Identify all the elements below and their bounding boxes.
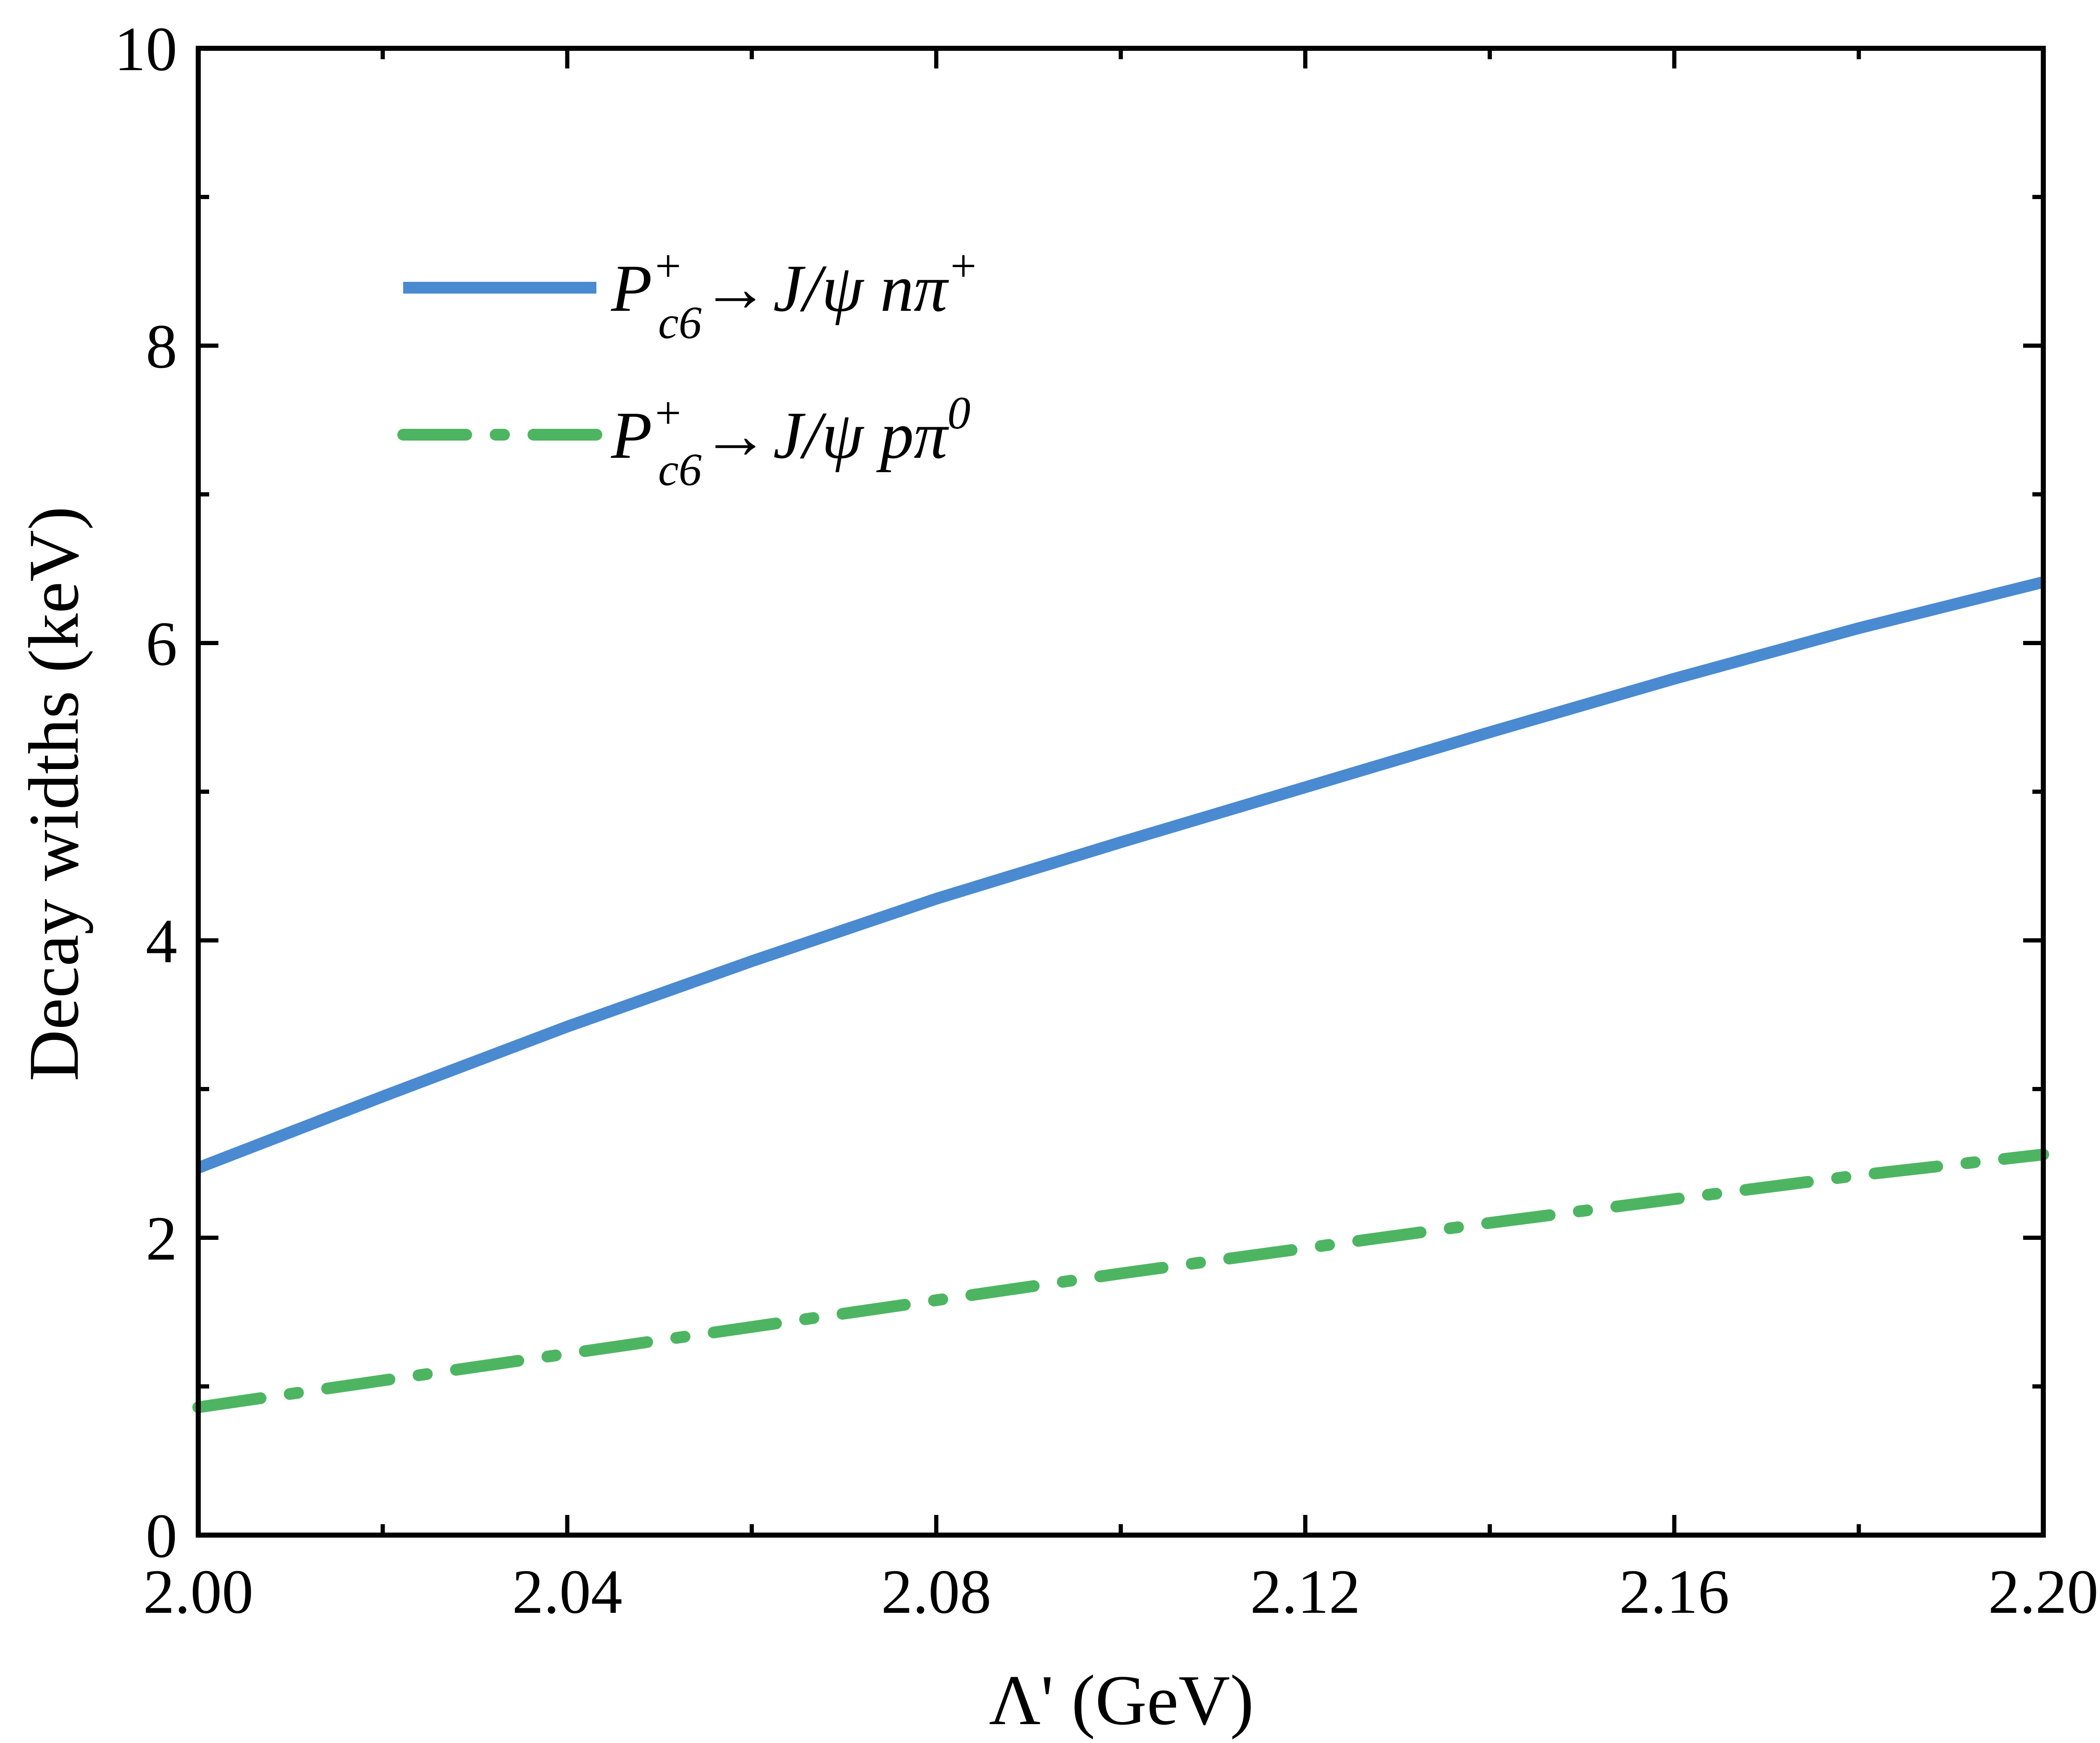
y-tick-label: 6 [146,609,177,679]
x-tick-label: 2.08 [881,1557,992,1627]
x-axis-title: Λ' (GeV) [989,1661,1254,1740]
series-line-1 [196,576,2045,1173]
legend-label-2: P+ c6→J/ψ pπ0 [611,387,971,495]
y-tick-label: 0 [146,1501,177,1571]
x-tick-label: 2.04 [512,1557,622,1627]
y-axis-title: Decay widths (keV) [14,507,93,1082]
legend: P+ c6→J/ψ nπ+ P+ c6→J/ψ pπ0 [397,240,979,495]
legend-label-1: P+ c6→J/ψ nπ+ [611,240,979,348]
x-tick-label: 2.16 [1619,1557,1730,1627]
x-tick-label: 2.20 [1988,1557,2099,1627]
y-tick-label: 2 [146,1204,177,1273]
y-tick-label: 8 [146,312,177,381]
series-line-2 [192,1148,2049,1413]
y-tick-label: 10 [114,14,177,84]
plot-frame [196,46,2046,1538]
y-tick-label: 4 [146,906,177,976]
x-tick-label: 2.12 [1250,1557,1361,1627]
x-tick-label: 2.00 [143,1557,254,1627]
series-layer [192,576,2049,1413]
ticks: 2.00 2.04 2.08 2.12 2.16 2.20 0 2 4 6 8 10 [114,14,2098,1627]
